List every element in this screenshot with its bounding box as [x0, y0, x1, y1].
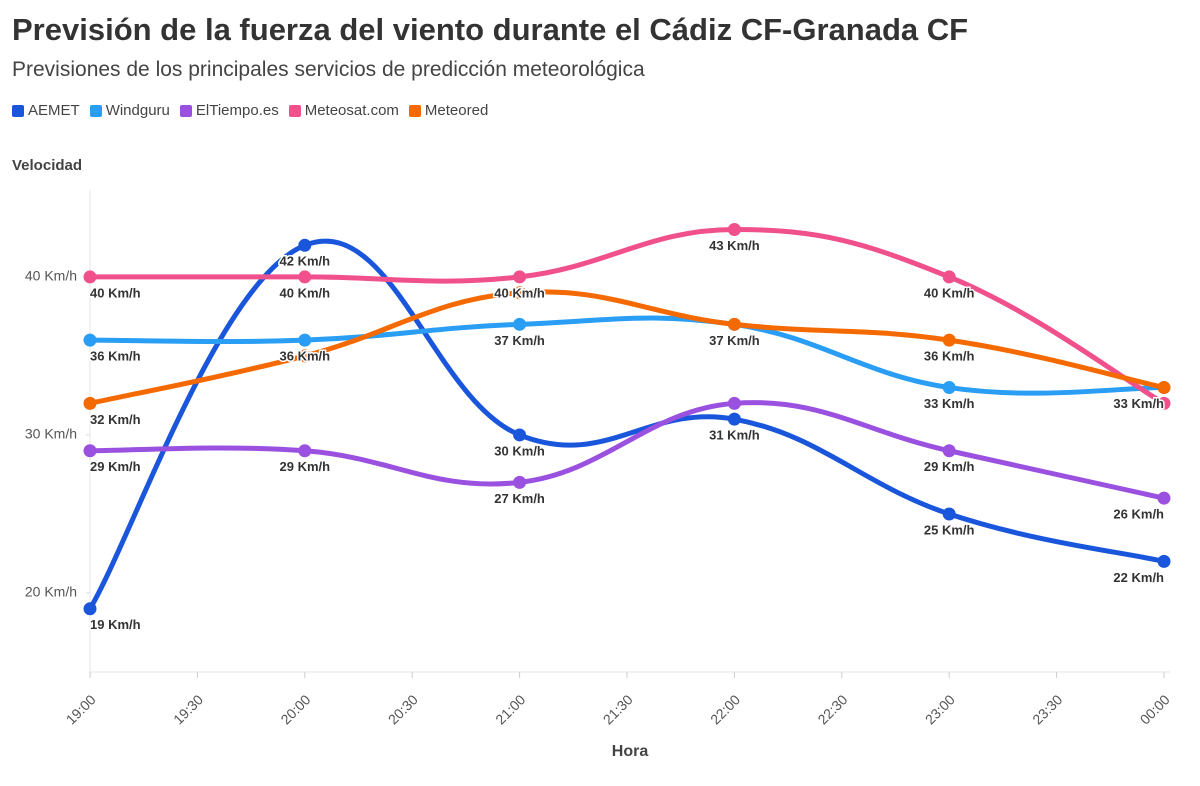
data-label: 36 Km/h [90, 349, 141, 364]
legend-item[interactable]: AEMET [12, 102, 80, 119]
data-point [727, 396, 741, 410]
data-label: 37 Km/h [494, 333, 545, 348]
data-point [942, 333, 956, 347]
data-point [83, 333, 97, 347]
x-tick-label: 20:30 [385, 691, 421, 727]
data-label: 36 Km/h [280, 349, 331, 364]
legend-item[interactable]: Meteored [408, 102, 489, 119]
series-line [87, 238, 1167, 612]
data-point [83, 444, 97, 458]
data-label: 42 Km/h [280, 254, 331, 269]
legend-swatch [12, 104, 24, 117]
legend-label: Meteored [424, 102, 489, 119]
legend-label: AEMET [28, 102, 80, 119]
data-label: 32 Km/h [90, 412, 141, 427]
data-point [1157, 396, 1171, 410]
legend-item[interactable]: ElTiempo.es [179, 102, 279, 119]
y-tick-label: 20 Km/h [25, 584, 77, 600]
data-point [942, 270, 956, 284]
x-tick-label: 20:00 [277, 691, 313, 727]
data-label: 40 Km/h [90, 285, 141, 300]
x-tick-label: 21:00 [492, 691, 528, 727]
data-point [942, 507, 956, 521]
data-label: 37 Km/h [709, 333, 760, 348]
x-tick-label: 22:00 [707, 691, 743, 727]
data-label: 40 Km/h [280, 285, 331, 300]
data-point [298, 270, 312, 284]
data-label: 29 Km/h [924, 459, 975, 474]
data-point [727, 317, 741, 331]
x-tick-label: 23:00 [922, 691, 958, 727]
x-tick-label: 22:30 [814, 691, 850, 727]
x-tick-label: 21:30 [600, 691, 636, 727]
data-point [298, 349, 312, 363]
legend-label: Meteosat.com [304, 102, 399, 119]
data-point [727, 223, 741, 237]
legend-swatch [179, 104, 192, 117]
data-point [513, 270, 527, 284]
data-point [513, 475, 527, 489]
legend-swatch [408, 104, 421, 117]
data-point [298, 333, 312, 347]
data-point [83, 396, 97, 410]
data-point [298, 238, 312, 252]
data-label: 40 Km/h [924, 285, 975, 300]
data-label: 19 Km/h [90, 617, 141, 632]
data-point [1157, 554, 1171, 568]
y-axis-label: Velocidad [12, 157, 82, 174]
legend-swatch [89, 104, 102, 117]
data-label: 27 Km/h [494, 491, 545, 506]
data-label: 33 Km/h [1113, 396, 1164, 411]
data-point [513, 428, 527, 442]
legend-label: Windguru [105, 102, 170, 119]
y-tick-label: 40 Km/h [25, 268, 77, 284]
data-label: 43 Km/h [709, 238, 760, 253]
data-label: 40 Km/h [494, 285, 545, 300]
series-line [87, 315, 1167, 396]
data-label: 29 Km/h [90, 459, 141, 474]
data-point [942, 381, 956, 395]
legend: AEMET Windguru ElTiempo.es Meteosat.com Mete… [12, 102, 488, 119]
data-point [83, 602, 97, 616]
x-tick-label: 19:30 [170, 691, 206, 727]
data-point [513, 286, 527, 300]
data-label: 25 Km/h [924, 522, 975, 537]
x-tick-label: 23:30 [1029, 691, 1065, 727]
series-line [87, 289, 1167, 406]
legend-item[interactable]: Meteosat.com [288, 102, 399, 119]
data-point [1157, 381, 1171, 395]
data-label: 22 Km/h [1113, 570, 1164, 585]
series-line [87, 400, 1167, 501]
chart-subtitle: Previsiones de los principales servicios… [12, 58, 645, 81]
x-tick-label: 00:00 [1137, 691, 1173, 727]
data-label: 26 Km/h [1113, 507, 1164, 522]
data-label: 33 Km/h [924, 396, 975, 411]
x-tick-label: 19:00 [63, 691, 99, 727]
legend-label: ElTiempo.es [195, 102, 279, 119]
x-axis-label: Hora [612, 743, 649, 760]
data-point [298, 444, 312, 458]
data-label: 30 Km/h [494, 443, 545, 458]
legend-swatch [288, 104, 301, 117]
data-point [83, 270, 97, 284]
chart-title: Previsión de la fuerza del viento durant… [12, 12, 969, 47]
data-label: 29 Km/h [280, 459, 331, 474]
series-line [87, 227, 1167, 406]
data-label: 31 Km/h [709, 428, 760, 443]
legend-item[interactable]: Windguru [89, 102, 170, 119]
data-point [942, 444, 956, 458]
data-label: 36 Km/h [924, 349, 975, 364]
y-tick-label: 30 Km/h [25, 426, 77, 442]
data-point [1157, 491, 1171, 505]
data-point [513, 317, 527, 331]
data-point [727, 412, 741, 426]
